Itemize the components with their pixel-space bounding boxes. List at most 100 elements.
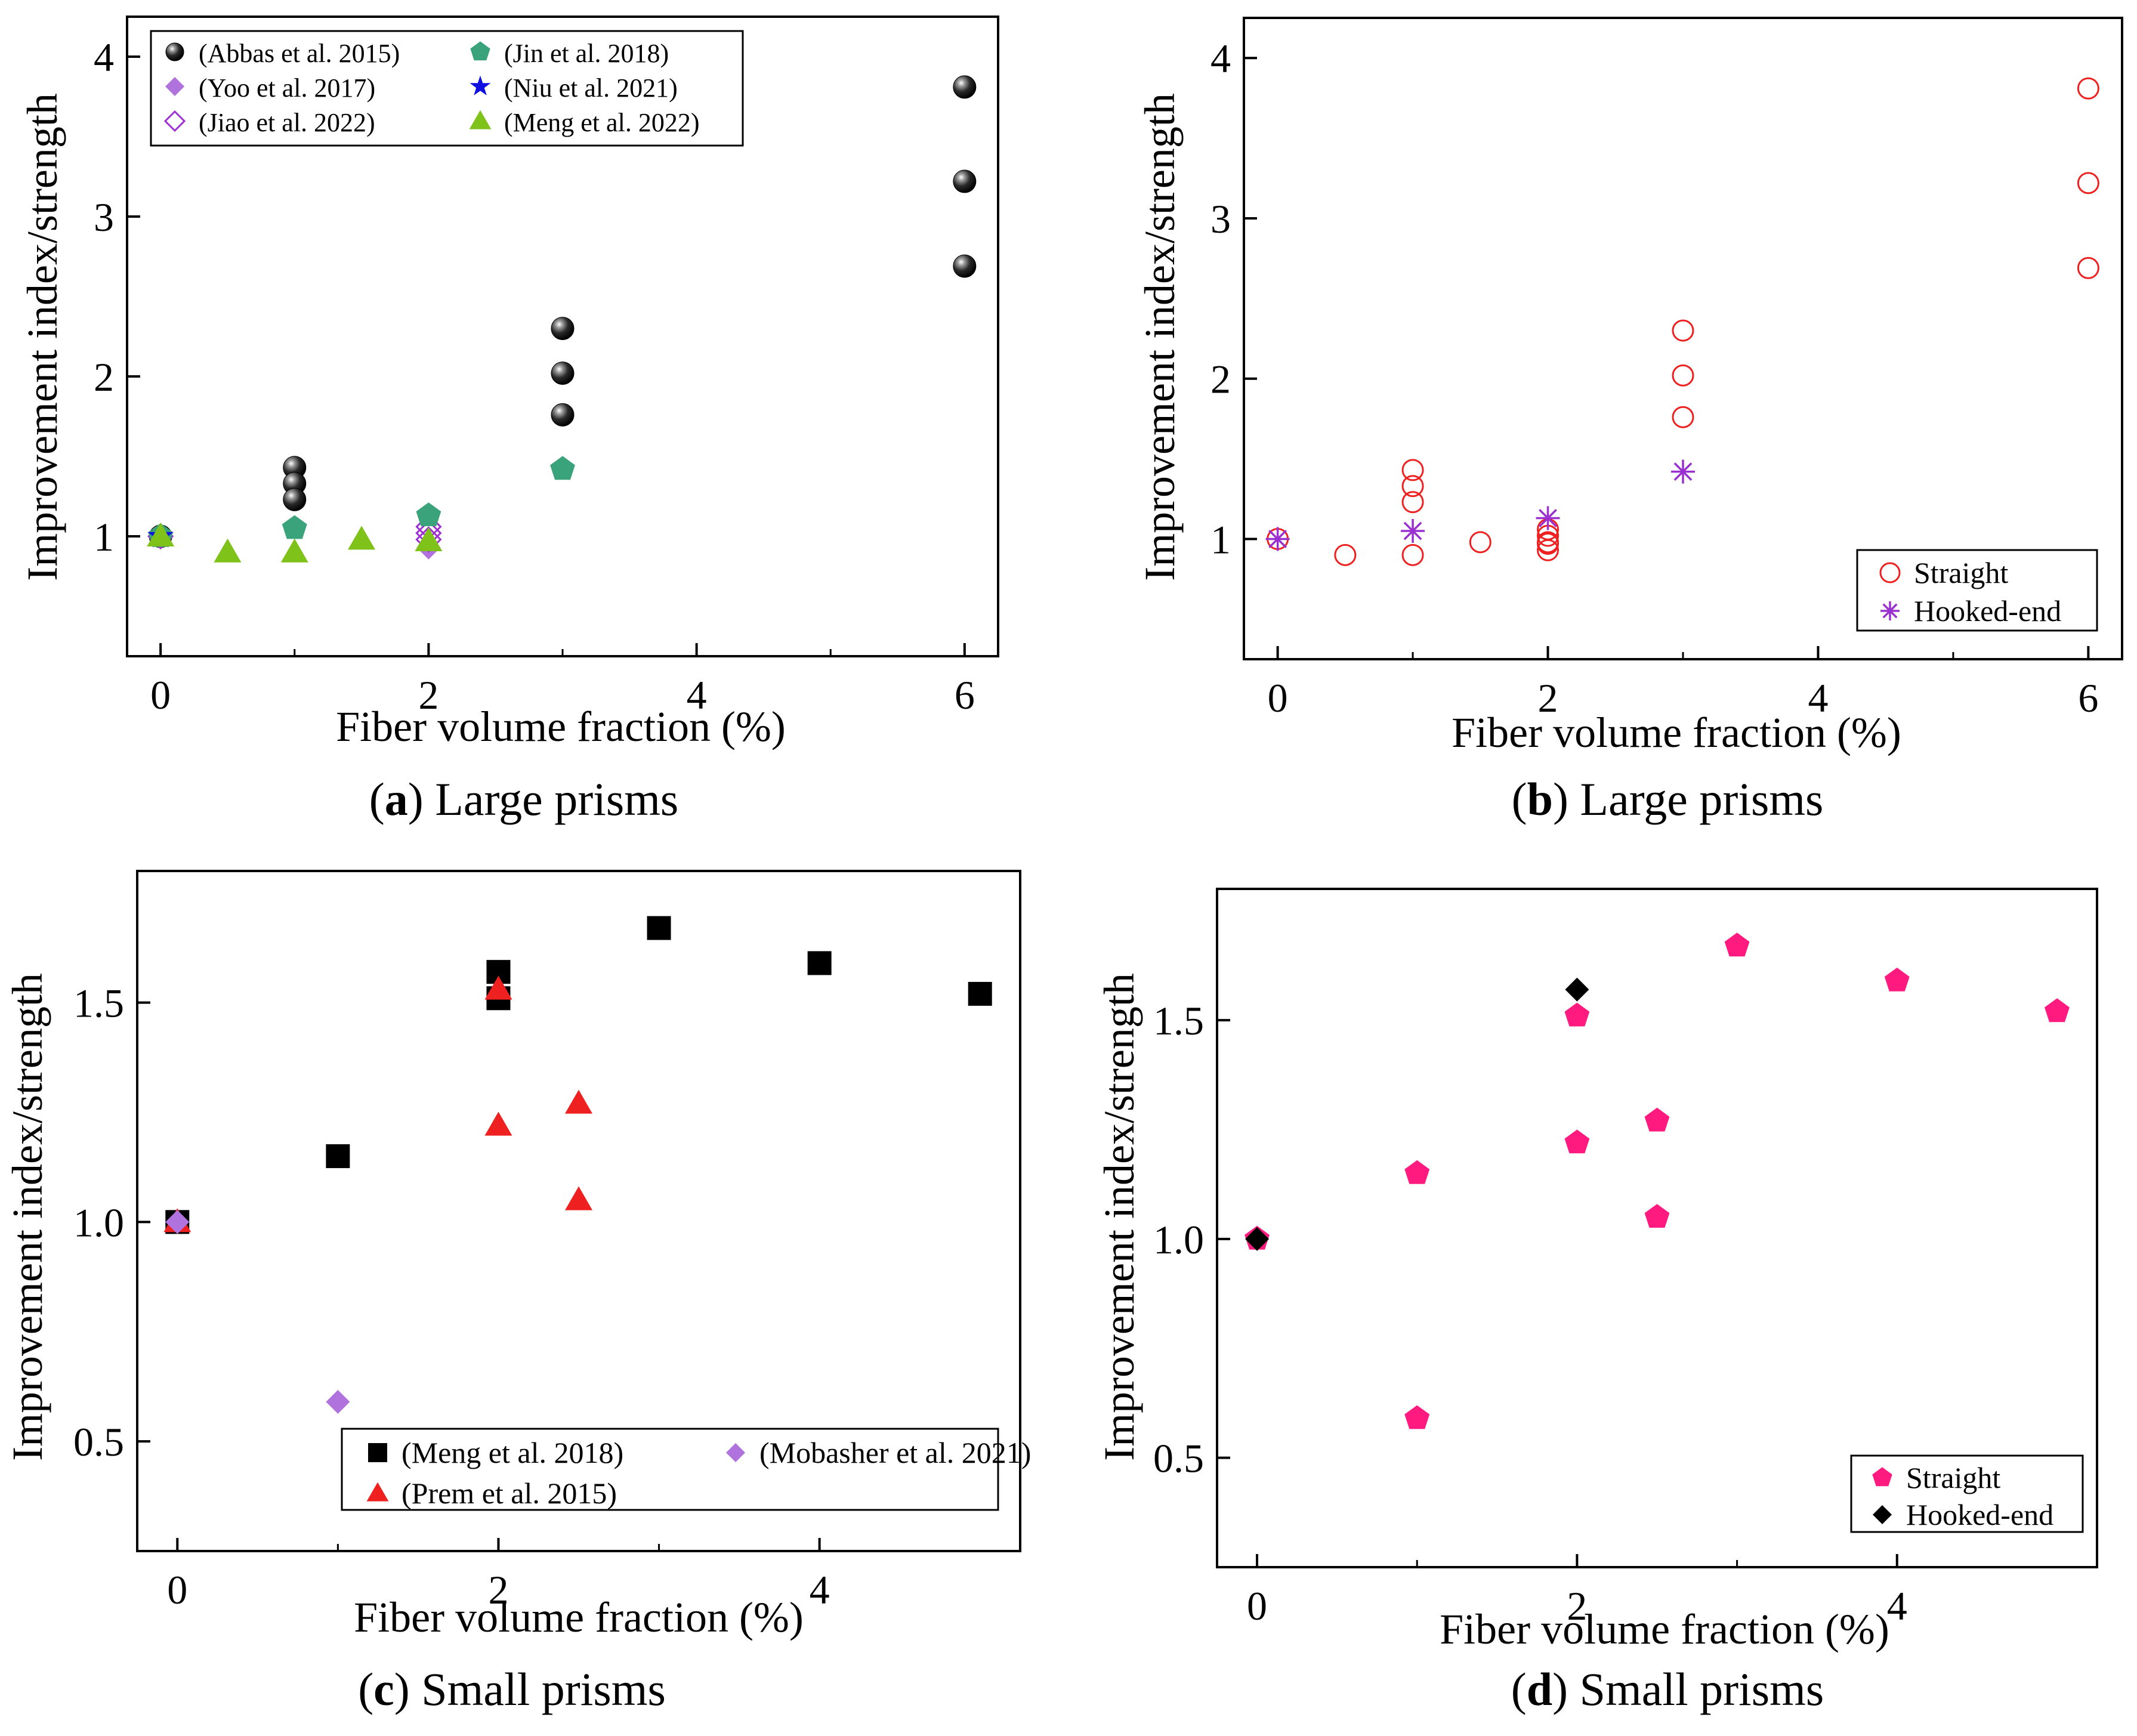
data-point — [415, 526, 442, 553]
data-point — [1536, 506, 1560, 530]
legend-label: (Meng et al. 2022) — [504, 108, 699, 137]
data-point — [1401, 519, 1425, 543]
data-point — [1245, 1227, 1270, 1251]
data-point — [1672, 406, 1694, 428]
plot-frame — [136, 870, 1021, 1552]
legend-marker — [1873, 1505, 1892, 1524]
legend-marker — [726, 1443, 745, 1462]
y-axis-label: Improvement index/strength — [1095, 973, 1143, 1461]
data-point — [280, 538, 308, 563]
data-point — [1334, 543, 1357, 566]
data-point — [348, 526, 376, 550]
legend-label: Straight — [1906, 1461, 2000, 1494]
legend-box — [341, 1428, 999, 1511]
legend-label: (Yoo et al. 2017) — [199, 73, 375, 103]
x-axis-label: Fiber volume fraction (%) — [1440, 1605, 1889, 1653]
x-tick-label: 6 — [955, 672, 975, 718]
legend-box — [150, 30, 744, 147]
legend-label: Hooked-end — [1914, 594, 2061, 628]
data-point — [551, 362, 575, 385]
y-tick-label: 1 — [94, 514, 114, 560]
legend-marker — [163, 110, 186, 132]
series-0 — [1267, 77, 2099, 566]
data-point — [1564, 1002, 1590, 1027]
data-point — [953, 75, 977, 99]
data-point — [147, 523, 175, 546]
data-point — [1401, 459, 1424, 481]
x-tick-label: 0 — [1268, 675, 1288, 721]
data-point — [415, 527, 443, 552]
data-point — [283, 487, 307, 511]
legend-label: (Niu et al. 2021) — [504, 73, 678, 103]
data-point — [550, 456, 575, 480]
data-point — [2077, 77, 2099, 100]
data-point — [1404, 1405, 1430, 1429]
data-point — [326, 1389, 350, 1414]
chart-panel-c: 0 2 4 0.5 1.0 1.5 Fiber volume fraction (%) Imp… — [4, 870, 1031, 1715]
series-1 — [1265, 459, 1695, 551]
legend-marker — [470, 75, 491, 95]
x-axis-label: Fiber volume fraction (%) — [336, 703, 786, 750]
y-tick-label: 1 — [1210, 517, 1231, 562]
legend-label: (Jin et al. 2018) — [504, 39, 669, 68]
data-point — [1565, 977, 1589, 1002]
y-tick-label: 3 — [1210, 196, 1231, 242]
y-tick-label: 4 — [94, 35, 114, 80]
x-tick-label: 0 — [150, 672, 171, 718]
series-2 — [165, 1210, 350, 1414]
series-0 — [165, 916, 992, 1234]
y-axis-label: Improvement index/strength — [4, 973, 51, 1461]
series-1 — [1245, 977, 1589, 1251]
data-point — [1644, 1204, 1670, 1228]
legend: Straight Hooked-end — [1856, 549, 2098, 632]
y-axis-label: Improvement index/strength — [18, 93, 66, 581]
y-tick-label: 4 — [1210, 36, 1231, 81]
x-tick-label: 4 — [687, 672, 707, 718]
panel-caption: (a) Large prisms — [369, 773, 678, 825]
data-point — [165, 1210, 190, 1234]
data-point — [968, 981, 992, 1006]
data-point — [1884, 968, 1910, 991]
data-point — [565, 1089, 592, 1114]
panel-caption: (b) Large prisms — [1512, 773, 1824, 825]
x-tick-label: 2 — [1567, 1583, 1587, 1629]
y-tick-label: 2 — [94, 354, 114, 400]
data-point — [551, 403, 575, 427]
data-point — [416, 502, 441, 526]
data-point — [1724, 932, 1750, 957]
y-tick-label: 1.5 — [73, 981, 124, 1026]
legend-box — [1856, 549, 2098, 632]
data-point — [565, 1186, 592, 1210]
x-tick-label: 4 — [810, 1567, 830, 1613]
x-tick-label: 0 — [1247, 1583, 1267, 1629]
y-tick-label: 1.0 — [73, 1200, 124, 1245]
data-point — [1401, 543, 1424, 566]
legend-marker — [470, 41, 490, 61]
data-point — [1537, 539, 1559, 561]
y-tick-label: 0.5 — [73, 1419, 124, 1465]
data-point — [214, 538, 242, 563]
data-point — [1265, 527, 1290, 551]
data-point — [282, 515, 307, 539]
data-point — [326, 1144, 350, 1169]
series-0 — [149, 75, 977, 548]
data-point — [1671, 459, 1695, 484]
legend-marker — [1879, 562, 1901, 583]
data-point — [551, 317, 575, 341]
panel-caption: (d) Small prisms — [1511, 1663, 1824, 1715]
data-point — [2045, 998, 2070, 1023]
legend: (Meng et al. 2018) (Prem et al. 2015) (Mob… — [341, 1428, 1031, 1511]
legend-marker — [165, 42, 184, 61]
x-tick-label: 4 — [1808, 675, 1828, 721]
legend-label: Hooked-end — [1906, 1498, 2053, 1531]
data-point — [807, 951, 832, 975]
x-axis-label: Fiber volume fraction (%) — [354, 1593, 804, 1641]
x-tick-label: 0 — [167, 1567, 187, 1613]
data-point — [1469, 531, 1491, 554]
legend-marker — [469, 110, 492, 129]
x-tick-label: 2 — [418, 672, 438, 718]
y-tick-label: 1.0 — [1153, 1217, 1204, 1262]
y-tick-label: 3 — [94, 194, 114, 240]
